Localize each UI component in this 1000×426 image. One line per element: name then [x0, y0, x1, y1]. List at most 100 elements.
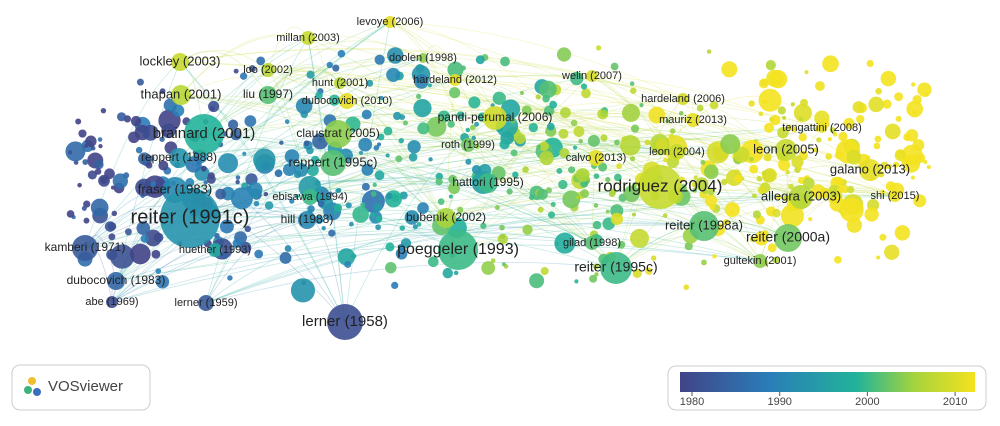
- edge: [178, 137, 678, 159]
- node: [605, 176, 611, 183]
- node: [171, 85, 191, 105]
- node: [558, 128, 569, 139]
- edge: [339, 82, 896, 197]
- node: [834, 256, 842, 264]
- edge: [189, 146, 787, 219]
- node-label: liu (1997): [243, 87, 293, 101]
- node-label: reiter (1991c): [131, 206, 250, 228]
- node: [539, 150, 554, 166]
- node: [171, 53, 189, 71]
- node: [276, 169, 282, 176]
- node: [554, 232, 576, 254]
- node: [610, 62, 619, 71]
- node: [789, 185, 813, 209]
- node: [669, 128, 676, 134]
- edge: [457, 119, 694, 251]
- node-label: kamberi (1971): [45, 240, 126, 254]
- edge: [309, 166, 489, 198]
- edge: [267, 94, 447, 219]
- node-label: hill (1988): [281, 212, 334, 226]
- edge: [682, 98, 802, 198]
- node: [598, 162, 608, 172]
- node: [580, 83, 588, 90]
- node: [230, 187, 253, 210]
- node: [279, 252, 292, 264]
- node: [829, 127, 836, 134]
- edge: [339, 51, 424, 84]
- node: [677, 93, 689, 105]
- node: [284, 119, 290, 124]
- node: [648, 106, 666, 124]
- node: [693, 175, 698, 180]
- node-label: leon (2005): [753, 141, 819, 156]
- node: [372, 182, 377, 187]
- node: [415, 63, 425, 73]
- node: [159, 88, 166, 95]
- node: [215, 188, 227, 200]
- node: [203, 180, 208, 185]
- node-label: reiter (2000a): [746, 229, 830, 245]
- edge: [339, 82, 896, 197]
- node: [81, 205, 87, 211]
- node-label: shi (2015): [871, 190, 920, 202]
- edge: [267, 69, 661, 188]
- node: [136, 221, 151, 235]
- node: [471, 135, 477, 141]
- node-label: loo (2002): [243, 64, 293, 76]
- node: [593, 173, 600, 179]
- node: [284, 245, 292, 252]
- node-label: hardeland (2012): [413, 74, 497, 86]
- node: [150, 181, 156, 187]
- edge: [267, 94, 447, 219]
- node: [911, 82, 916, 87]
- node: [282, 163, 296, 177]
- edge: [454, 79, 661, 188]
- node: [910, 175, 915, 180]
- node: [384, 16, 396, 28]
- labels: levoye (2006) millan (2003) doolen (1998) l…: [45, 16, 920, 330]
- node-label: brainard (2001): [153, 125, 256, 142]
- legend-tick-label: 2010: [943, 396, 967, 408]
- node: [337, 49, 346, 58]
- node: [684, 242, 693, 251]
- node: [843, 117, 855, 129]
- node: [328, 229, 336, 237]
- node: [765, 59, 776, 71]
- node: [613, 173, 622, 182]
- node: [206, 189, 212, 194]
- edge: [84, 57, 424, 249]
- node-label: calvo (2013): [566, 152, 627, 164]
- node: [350, 253, 357, 259]
- edge: [214, 151, 678, 251]
- node: [111, 210, 118, 217]
- node: [600, 252, 632, 284]
- node-label: allegra (2003): [761, 188, 841, 203]
- edge: [339, 82, 617, 269]
- node: [160, 188, 220, 248]
- node: [926, 164, 931, 170]
- node-label: dubocovich (1983): [67, 273, 166, 287]
- edge: [205, 219, 308, 304]
- node: [235, 179, 240, 185]
- node: [593, 203, 599, 208]
- node: [842, 142, 848, 147]
- node: [512, 171, 519, 178]
- node: [733, 146, 750, 163]
- node: [510, 149, 518, 157]
- node: [825, 153, 833, 160]
- node: [428, 157, 433, 162]
- node: [879, 233, 887, 241]
- node: [562, 190, 581, 209]
- node: [387, 47, 404, 64]
- node: [475, 55, 485, 65]
- node: [497, 233, 508, 245]
- node: [151, 249, 161, 259]
- node: [374, 54, 385, 65]
- node: [644, 139, 651, 146]
- node: [846, 149, 862, 165]
- logo[interactable]: VOSviewer: [11, 364, 151, 411]
- node-label: pandi-perumal (2006): [438, 110, 553, 124]
- node: [820, 187, 831, 198]
- node: [284, 149, 300, 164]
- node: [790, 102, 795, 107]
